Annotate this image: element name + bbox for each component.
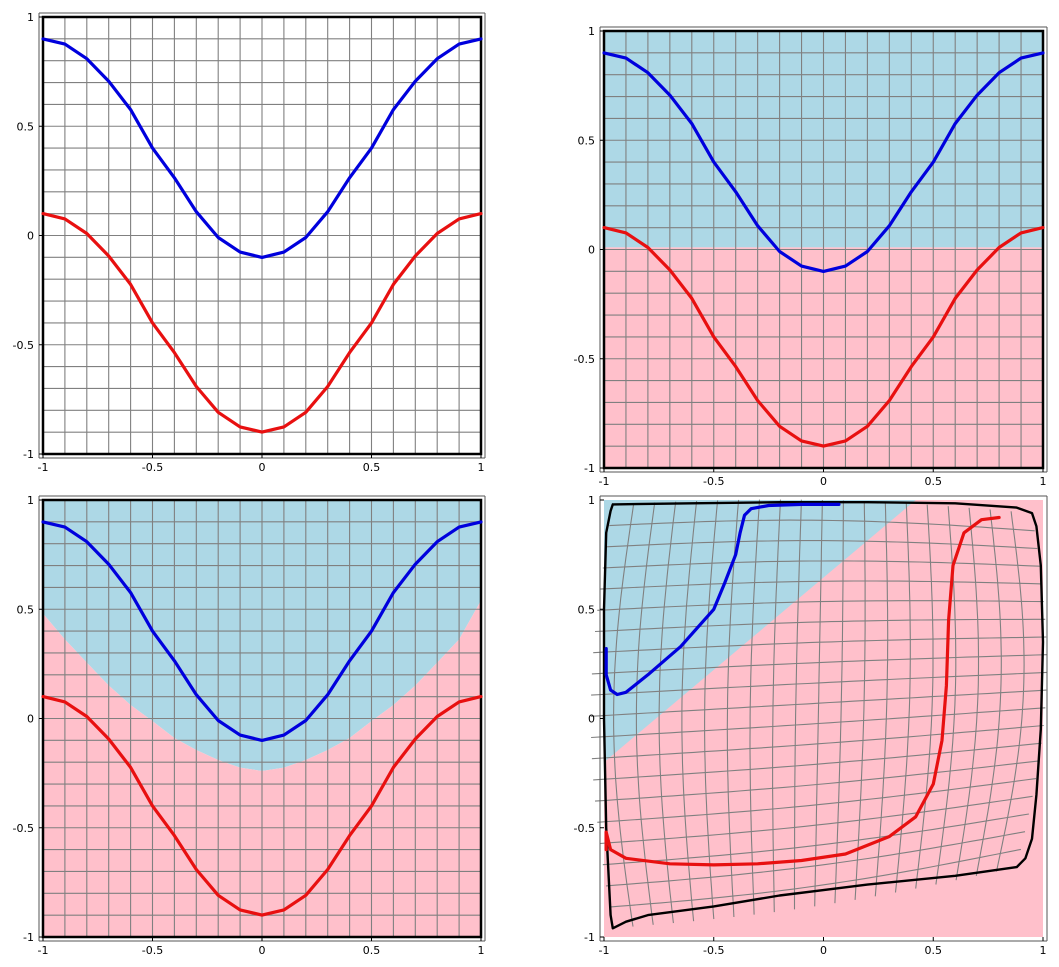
y-tick-label: 0 [588, 713, 595, 726]
warped-grid-line [594, 618, 1046, 633]
y-tick-label: -1 [23, 931, 34, 944]
y-tick-label: 1 [588, 494, 595, 507]
y-tick-label: 0.5 [17, 120, 35, 133]
y-tick-label: -0.5 [574, 353, 595, 366]
series-line-2 [41, 212, 483, 434]
x-tick-label: 0.5 [363, 461, 381, 474]
warped-grid-line [602, 560, 1040, 569]
y-tick-label: -1 [584, 462, 595, 475]
x-tick-label: 0 [259, 461, 266, 474]
y-tick-label: -0.5 [13, 339, 34, 352]
y-tick-label: 0.5 [578, 134, 596, 147]
warped-grid-line [609, 519, 1035, 532]
x-tick-label: 0 [820, 944, 827, 957]
x-tick-label: -0.5 [142, 944, 163, 957]
warped-grid-line [605, 540, 1038, 550]
x-tick-label: 1 [1040, 944, 1047, 957]
warped-grid-line [854, 501, 866, 900]
y-tick-label: 0.5 [578, 603, 596, 616]
series-line-2 [41, 695, 483, 917]
y-tick-label: 1 [27, 11, 34, 24]
y-tick-label: 1 [588, 25, 595, 38]
warped-grid-line [915, 504, 934, 889]
y-tick-label: 1 [27, 494, 34, 507]
series-line-1 [602, 51, 1045, 273]
y-tick-label: 0.5 [17, 603, 35, 616]
x-tick-label: 1 [478, 944, 485, 957]
warped-grid-line [593, 636, 1047, 654]
x-tick-label: -1 [599, 944, 610, 957]
x-tick-label: 0 [259, 944, 266, 957]
x-tick-label: 0.5 [925, 944, 943, 957]
y-tick-label: -0.5 [13, 822, 34, 835]
series-line-1 [602, 501, 1045, 930]
warped-grid-line [995, 511, 1025, 872]
panel-bottom-left-plot: -1 -0.5 0 0.5 1 -1 -0.5 0 0.5 1 [13, 494, 486, 957]
y-tick-label: 0 [27, 713, 34, 726]
series-line-1 [41, 37, 483, 259]
x-tick-label: 0.5 [925, 475, 943, 488]
warped-grid-line [834, 500, 844, 904]
warped-grid-line [590, 689, 1047, 717]
warped-grid-line [591, 671, 1047, 696]
series-line-2 [604, 502, 841, 697]
warped-grid-line [597, 600, 1044, 611]
series-line-3 [604, 515, 1001, 867]
series-line-1 [41, 520, 483, 742]
x-tick-label: -1 [599, 475, 610, 488]
panel-top-right-plot: -1 -0.5 0 0.5 1 -1 -0.5 0 0.5 1 [574, 25, 1048, 488]
y-tick-label: -1 [23, 448, 34, 461]
warped-grid-line [591, 654, 1047, 675]
x-tick-label: 1 [478, 461, 485, 474]
y-tick-label: 0 [588, 244, 595, 257]
x-tick-label: -0.5 [703, 944, 724, 957]
x-tick-label: 1 [1040, 475, 1047, 488]
x-tick-label: 0.5 [363, 944, 381, 957]
y-tick-label: -0.5 [574, 822, 595, 835]
series-line-2 [602, 226, 1045, 448]
x-tick-label: -0.5 [703, 475, 724, 488]
panel-top-left-plot: -1 -0.5 0 0.5 1 -1 -0.5 0 0.5 1 [13, 11, 486, 474]
y-tick-label: 0 [27, 230, 34, 243]
y-tick-label: -1 [584, 931, 595, 944]
warped-grid-line [874, 502, 889, 897]
warped-grid-line [975, 509, 1002, 876]
x-tick-label: -1 [38, 461, 49, 474]
panel-bottom-right-plot: -1 -0.5 0 0.5 1 -1 -0.5 0 0.5 1 [574, 494, 1048, 957]
warped-grid-line [599, 580, 1042, 590]
x-tick-label: -0.5 [142, 461, 163, 474]
x-tick-label: -1 [38, 944, 49, 957]
warped-grid-line [955, 507, 980, 881]
x-tick-label: 0 [820, 475, 827, 488]
